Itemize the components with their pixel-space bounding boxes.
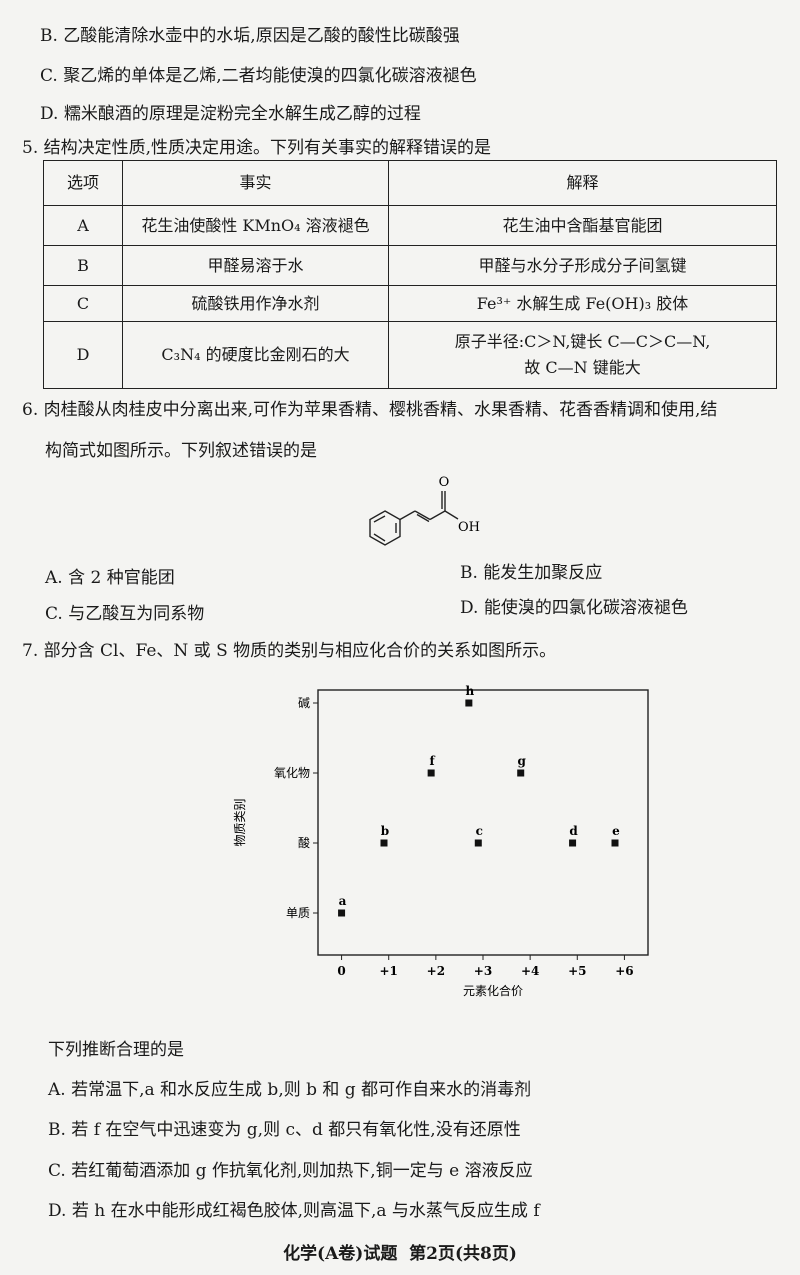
cell: 甲醛与水分子形成分子间氢键 [388,245,777,286]
cell-line: 故 C—N 键能大 [524,358,641,377]
cell-line: Fe³⁺ 水解生成 Fe(OH)₃ 胶体 [476,293,689,313]
y-tick-label: 氧化物 [274,766,310,780]
cell: B [43,245,123,286]
table-row: C 硫酸铁用作净水剂 Fe³⁺ 水解生成 Fe(OH)₃ 胶体 [43,285,777,322]
option: D. 糯米酿酒的原理是淀粉完全水解生成乙醇的过程 [40,104,421,124]
cell: 甲醛易溶于水 [122,245,389,286]
table-row: D C₃N₄ 的硬度比金刚石的大 原子半径:C＞N,键长 C—C＞C—N, 故 … [43,321,777,389]
ring-inner [374,515,397,541]
cell-line: 花生油中含酯基官能团 [502,215,663,235]
atom-label: O [439,475,450,490]
prompt: 下列推断合理的是 [48,1040,184,1060]
atom-label: OH [458,520,480,535]
x-tick-label: +1 [380,964,398,978]
cell: C₃N₄ 的硬度比金刚石的大 [122,321,389,389]
header-cell: 选项 [43,160,123,206]
point-label: h [465,684,474,698]
data-point [427,769,435,777]
double-bond [373,533,386,542]
option: D. 若 h 在水中能形成红褐色胶体,则高温下,a 与水蒸气反应生成 f [48,1201,540,1221]
x-tick-label: +3 [474,964,492,978]
double-bond [373,515,386,523]
molecule-bonds [369,491,459,546]
x-tick-label: +5 [568,964,586,978]
option: B. 能发生加聚反应 [460,563,603,583]
data-point [517,769,525,777]
question-stem: 5. 结构决定性质,性质决定用途。下列有关事实的解释错误的是 [22,138,492,158]
cell: C [43,285,123,322]
y-tick-label: 单质 [286,906,310,920]
table-row: A 花生油使酸性 KMnO₄ 溶液褪色 花生油中含酯基官能团 [43,205,777,246]
question-stem: 构简式如图所示。下列叙述错误的是 [45,441,317,461]
point-label: e [612,824,620,838]
option: A. 含 2 种官能团 [45,568,175,588]
cell: 原子半径:C＞N,键长 C—C＞C—N, 故 C—N 键能大 [388,321,777,389]
y-axis-label: 物质类别 [233,798,247,846]
data-point [338,909,346,917]
point-label: f [430,754,436,768]
cell-line: 甲醛与水分子形成分子间氢键 [478,255,687,275]
x-tick-label: 0 [337,964,345,978]
bond [429,510,446,521]
point-label: g [518,754,527,768]
x-tick-label: +6 [615,964,633,978]
bond [444,510,459,520]
header-cell: 解释 [388,160,777,206]
data-point [380,839,388,847]
cell-line: 原子半径:C＞N,键长 C—C＞C—N, [454,332,711,352]
option: C. 聚乙烯的单体是乙烯,二者均能使溴的四氯化碳溶液褪色 [40,66,477,86]
x-axis-label: 元素化合价 [463,983,523,998]
option: A. 若常温下,a 和水反应生成 b,则 b 和 g 都可作自来水的消毒剂 [48,1080,532,1100]
option: B. 乙酸能清除水壶中的水垢,原因是乙酸的酸性比碳酸强 [40,26,460,46]
option: C. 与乙酸互为同系物 [45,604,205,624]
point-label: a [339,894,347,908]
y-tick-label: 碱 [298,696,310,710]
data-point [611,839,619,847]
answer-table: 选项 事实 解释 A 花生油使酸性 KMnO₄ 溶液褪色 花生油中含酯基官能团 … [43,160,777,389]
data-point [474,839,482,847]
footer: 化学(A卷)试题 第2页(共8页) [283,1244,517,1264]
question-stem: 7. 部分含 Cl、Fe、N 或 S 物质的类别与相应化合价的关系如图所示。 [22,641,557,661]
option: B. 若 f 在空气中迅速变为 g,则 c、d 都只有氧化性,没有还原性 [48,1120,521,1140]
option: C. 若红葡萄酒添加 g 作抗氧化剂,则加热下,铜一定与 e 溶液反应 [48,1161,533,1181]
bond [399,510,416,521]
cell: 花生油中含酯基官能团 [388,205,777,246]
bond [414,510,431,521]
table-header: 选项 事实 解释 [43,160,777,206]
data-point [465,699,473,707]
x-tick-label: +4 [521,964,539,978]
point-label: c [476,824,483,838]
cell: 硫酸铁用作净水剂 [122,285,389,322]
plot-frame [317,689,649,956]
cell: 花生油使酸性 KMnO₄ 溶液褪色 [122,205,389,246]
question-stem: 6. 肉桂酸从肉桂皮中分离出来,可作为苹果香精、樱桃香精、水果香精、花香香精调和… [22,400,718,420]
cell: A [43,205,123,246]
header-cell: 事实 [122,160,389,206]
y-tick-label: 酸 [298,835,310,850]
structure-formula: O OH [369,475,480,546]
data-point [569,839,577,847]
cell: D [43,321,123,389]
double-bond [416,513,430,523]
x-tick-label: +2 [427,964,445,978]
table-row: B 甲醛易溶于水 甲醛与水分子形成分子间氢键 [43,245,777,286]
option: D. 能使溴的四氯化碳溶液褪色 [460,598,688,618]
cell: Fe³⁺ 水解生成 Fe(OH)₃ 胶体 [388,285,777,322]
point-label: b [381,824,389,838]
point-label: d [569,824,578,838]
